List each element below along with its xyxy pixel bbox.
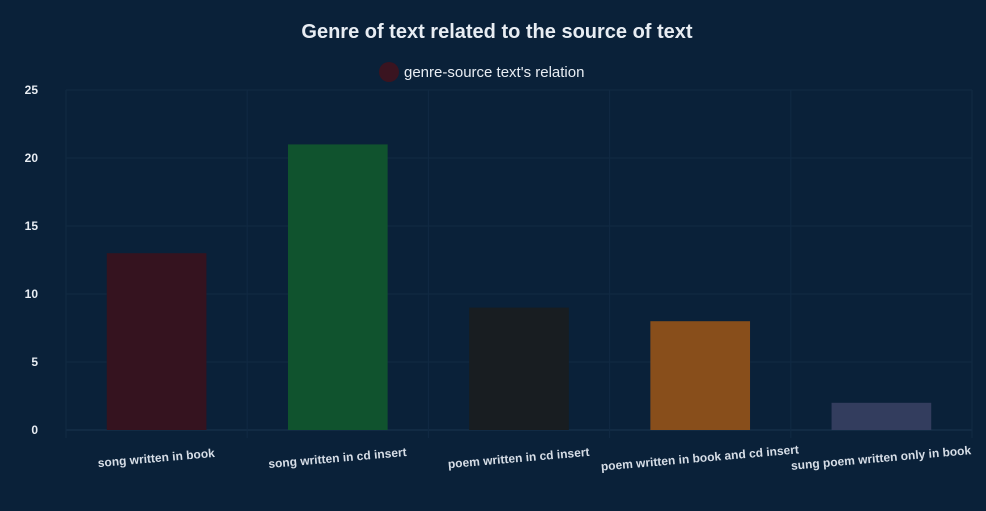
y-tick-label: 25 [25,83,39,97]
legend-label: genre-source text's relation [404,64,584,81]
x-tick-label: song written in cd insert [268,445,407,471]
y-tick-label: 20 [25,151,39,165]
bar[interactable] [650,321,751,430]
x-tick-label: poem written in cd insert [447,445,590,471]
y-axis-ticks: 0 5 10 15 20 25 [25,83,39,437]
bars [106,144,932,430]
y-tick-label: 15 [25,219,39,233]
y-tick-label: 0 [31,423,38,437]
bar[interactable] [106,253,207,430]
y-tick-label: 5 [31,355,38,369]
grid [65,89,973,438]
y-tick-label: 10 [25,287,39,301]
x-axis-ticks: song written in book song written in cd i… [97,442,972,473]
bar[interactable] [287,144,388,430]
bar[interactable] [831,402,932,430]
x-tick-label: song written in book [97,446,215,470]
chart-title: Genre of text related to the source of t… [301,21,693,43]
bar[interactable] [469,307,569,430]
legend-swatch [379,62,399,82]
x-tick-label: poem written in book and cd insert [600,442,799,473]
x-tick-label: sung poem written only in book [790,443,972,473]
legend[interactable]: genre-source text's relation [379,62,584,82]
